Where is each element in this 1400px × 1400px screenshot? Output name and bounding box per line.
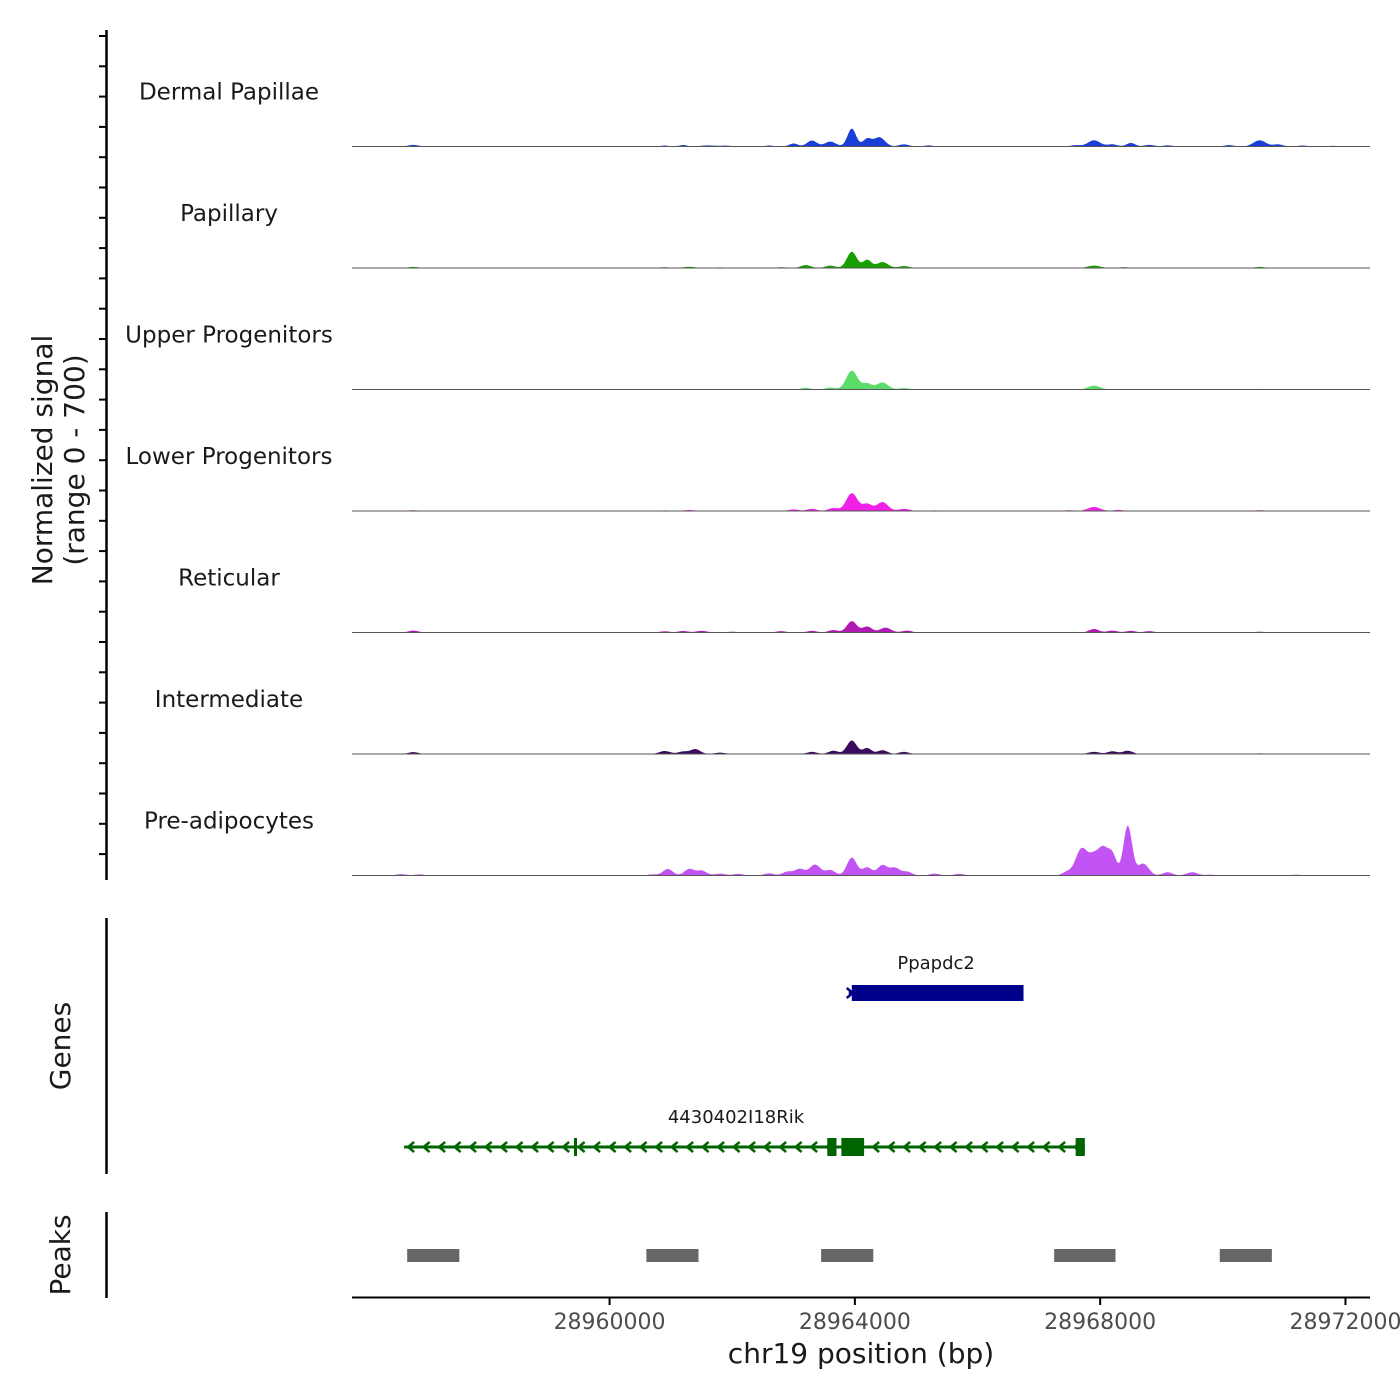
strand-arrow (545, 1141, 555, 1153)
strand-arrow (747, 1141, 756, 1153)
strand-arrow (886, 1141, 896, 1153)
gene-4430402i18rik: 4430402I18Rik (404, 1107, 1085, 1156)
peak-region (821, 1249, 874, 1262)
track-label: Upper Progenitors (125, 323, 333, 349)
track-reticular: Reticular (178, 566, 1370, 633)
strand-arrow (979, 1141, 989, 1153)
strand-arrow (576, 1141, 586, 1153)
strand-arrow (902, 1141, 911, 1153)
y-axis-label-line1: Normalized signal (26, 335, 59, 586)
coverage-y-axis-ticks (99, 35, 106, 856)
track-label: Lower Progenitors (126, 444, 333, 470)
strand-arrow (917, 1141, 927, 1153)
strand-arrow (731, 1141, 741, 1153)
strand-arrow (948, 1141, 958, 1153)
strand-arrow (514, 1141, 524, 1153)
strand-arrow (437, 1141, 446, 1153)
strand-arrow (607, 1141, 617, 1153)
gene-annotation-track: Ppapdc2 4430402I18Rik (404, 953, 1085, 1156)
strand-arrow (762, 1141, 772, 1153)
track-papillary: Papillary (180, 201, 1370, 269)
strand-arrow (1026, 1141, 1035, 1153)
coverage-area (352, 128, 1370, 147)
genes-panel-label: Genes (44, 1002, 77, 1090)
x-axis-title: chr19 position (bp) (728, 1337, 994, 1370)
peak-region (646, 1249, 699, 1262)
track-label: Papillary (180, 201, 278, 227)
x-tick-label: 28960000 (554, 1310, 666, 1335)
peak-region (407, 1249, 460, 1262)
x-tick-label: 28968000 (1044, 1310, 1156, 1335)
strand-arrow (499, 1141, 508, 1153)
x-tick-label: 28964000 (799, 1310, 911, 1335)
strand-arrow (778, 1141, 787, 1153)
peak-region-track (407, 1249, 1272, 1262)
peak-region (1054, 1249, 1116, 1262)
strand-arrow (716, 1141, 725, 1153)
strand-arrow (871, 1141, 880, 1153)
strand-arrow (700, 1141, 710, 1153)
track-lower-progenitors: Lower Progenitors (126, 444, 1370, 512)
x-tick-label: 28972000 (1289, 1310, 1400, 1335)
strand-arrow (623, 1141, 632, 1153)
gene-exon (851, 985, 1024, 1001)
strand-arrow (452, 1141, 462, 1153)
gene-exon (573, 1138, 577, 1156)
strand-arrow (654, 1141, 663, 1153)
strand-arrow (809, 1141, 818, 1153)
peaks-panel-label: Peaks (44, 1214, 77, 1295)
track-intermediate: Intermediate (155, 687, 1370, 755)
strand-arrow (669, 1141, 679, 1153)
strand-arrow (1010, 1141, 1020, 1153)
track-label: Intermediate (155, 687, 303, 713)
coverage-area (352, 251, 1370, 268)
coverage-area (352, 621, 1370, 633)
strand-arrow (1041, 1141, 1051, 1153)
track-dermal-papillae: Dermal Papillae (139, 80, 1370, 147)
strand-arrow (421, 1141, 431, 1153)
coverage-area (352, 740, 1370, 754)
strand-arrow (468, 1141, 477, 1153)
track-upper-progenitors: Upper Progenitors (125, 323, 1370, 390)
gene-label: Ppapdc2 (897, 953, 975, 974)
coverage-area (352, 493, 1370, 511)
track-pre-adipocytes: Pre-adipocytes (144, 809, 1370, 876)
y-axis-label-line2: (range 0 - 700) (58, 354, 91, 565)
strand-arrow (964, 1141, 973, 1153)
strand-arrow (530, 1141, 539, 1153)
peak-region (1219, 1249, 1272, 1262)
coverage-area (352, 825, 1370, 876)
x-axis-ticks: 28960000 28964000 28968000 28972000 (554, 1297, 1400, 1335)
track-label: Pre-adipocytes (144, 809, 314, 835)
strand-arrow (1057, 1141, 1066, 1153)
strand-arrow (483, 1141, 493, 1153)
gene-exon (841, 1138, 865, 1156)
gene-exon (827, 1138, 837, 1156)
strand-arrow (592, 1141, 601, 1153)
strand-arrow (638, 1141, 648, 1153)
track-label: Dermal Papillae (139, 80, 319, 106)
track-label: Reticular (178, 566, 280, 592)
strand-arrow (685, 1141, 694, 1153)
coverage-area (352, 370, 1370, 390)
strand-arrow (933, 1141, 942, 1153)
strand-arrow (793, 1141, 803, 1153)
gene-ppapdc2: Ppapdc2 (845, 953, 1024, 1001)
coverage-tracks: Dermal Papillae Papillary Upper Progenitor… (125, 80, 1370, 876)
strand-arrow (406, 1141, 415, 1153)
strand-arrow (561, 1141, 570, 1153)
gene-label: 4430402I18Rik (668, 1107, 805, 1128)
strand-arrow (995, 1141, 1004, 1153)
gene-exon (1075, 1138, 1085, 1156)
